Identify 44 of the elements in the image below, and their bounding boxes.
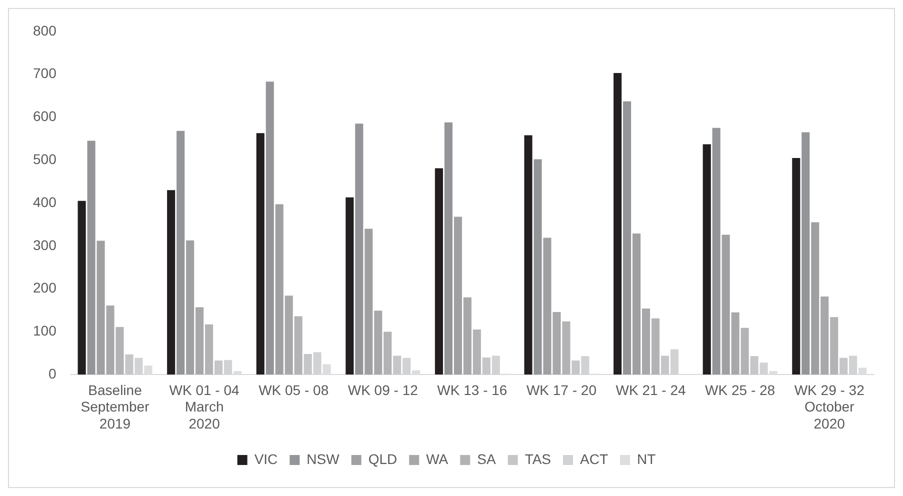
bar (534, 159, 542, 375)
y-tick-label: 0 (48, 365, 57, 382)
bar (78, 200, 86, 375)
legend-label: NSW (306, 450, 340, 467)
x-tick-label: WK 05 - 08 (258, 382, 329, 398)
y-tick-label: 400 (33, 194, 57, 210)
bar (266, 82, 274, 375)
y-tick-label: 500 (33, 150, 57, 167)
bar (346, 197, 354, 375)
bar (623, 101, 632, 375)
bar (434, 168, 444, 375)
x-tick-label: WK 25 - 28 (705, 382, 776, 398)
x-tick-label: Baseline September 2019 (80, 382, 150, 432)
y-tick-label: 100 (33, 322, 57, 339)
legend-label: ACT (580, 450, 608, 467)
legend-label: VIC (254, 450, 278, 467)
x-tick-label: WK 29 - 32 October 2020 (794, 382, 865, 432)
bar (702, 144, 711, 375)
legend-label: SA (477, 450, 496, 467)
bar (256, 133, 264, 375)
x-tick-label: WK 21 - 24 (616, 382, 686, 398)
legend-label: WA (426, 450, 449, 467)
bar (355, 124, 364, 375)
bar (712, 128, 720, 375)
bar (614, 73, 622, 375)
bar (87, 140, 96, 375)
x-tick-label: WK 09 - 12 (348, 382, 418, 398)
legend-label: NT (637, 450, 656, 467)
bar (176, 130, 185, 375)
y-tick-label: 200 (33, 280, 57, 296)
bar (444, 122, 452, 375)
x-tick-label: WK 01 - 04 March 2020 (169, 382, 240, 432)
legend-label: TAS (524, 450, 552, 467)
bar (167, 190, 176, 375)
bar (792, 158, 800, 375)
x-tick-label: WK 17 - 20 (526, 382, 597, 398)
y-tick-label: 300 (33, 236, 57, 253)
x-tick-label: WK 13 - 16 (437, 382, 508, 398)
y-tick-label: 700 (33, 65, 57, 82)
bar (524, 135, 532, 375)
y-tick-label: 800 (33, 22, 57, 38)
legend-label: QLD (368, 450, 398, 467)
bar (802, 132, 810, 375)
y-tick-label: 600 (33, 108, 57, 124)
